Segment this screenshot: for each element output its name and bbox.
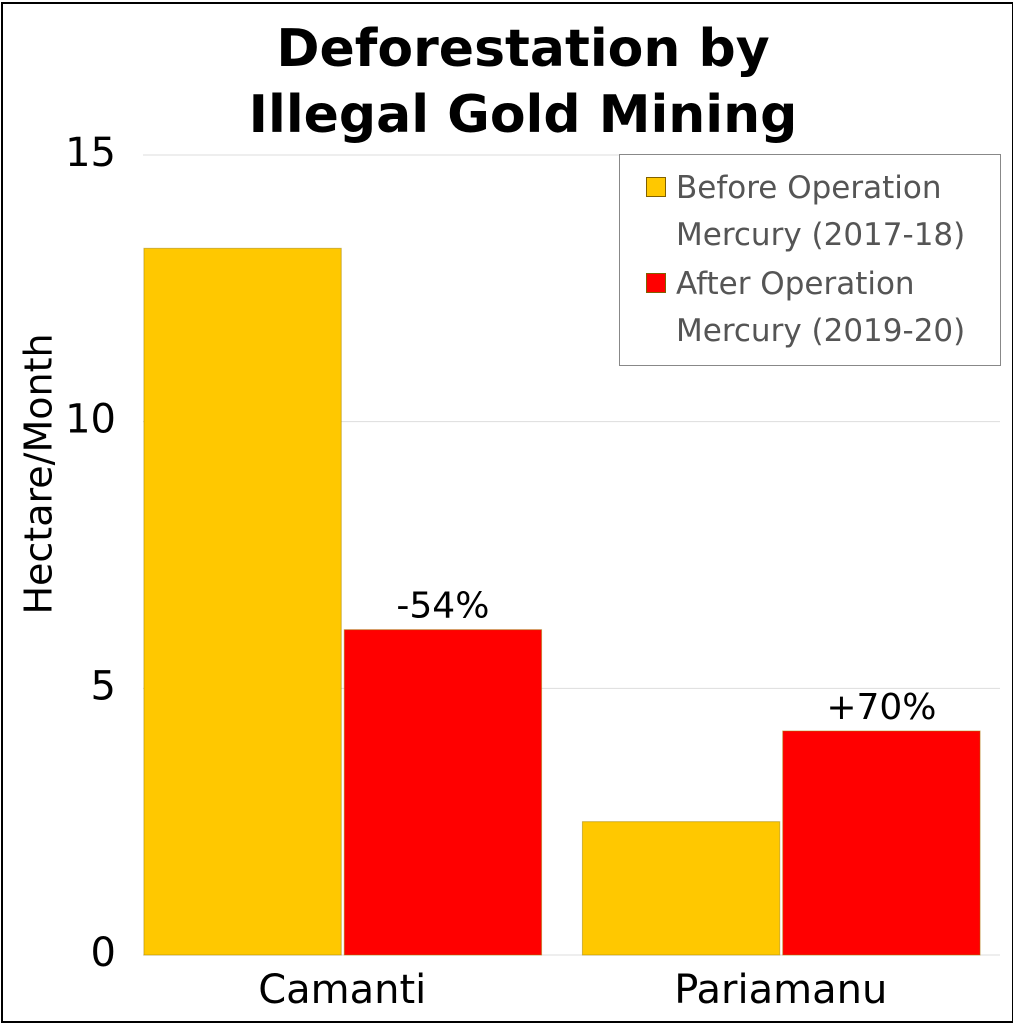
legend-entry: After Operation Mercury (2019-20) [630, 261, 990, 355]
y-tick-label: 0 [91, 930, 116, 976]
y-axis-label: Hectare/Month [17, 333, 61, 614]
legend-swatch [646, 177, 666, 197]
bar [143, 247, 342, 956]
x-tick-label: Camanti [258, 967, 426, 1013]
legend-swatch [646, 273, 666, 293]
x-tick-label: Pariamanu [674, 967, 887, 1013]
legend: Before Operation Mercury (2017-18) After … [619, 154, 1001, 366]
chart-title: Deforestation by Illegal Gold Mining [248, 19, 798, 145]
bar [782, 730, 981, 956]
annotation: -54% [396, 586, 489, 627]
y-tick-label: 15 [65, 130, 116, 176]
bar [343, 629, 543, 956]
legend-label: Before Operation Mercury (2017-18) [676, 170, 966, 253]
legend-label: After Operation Mercury (2019-20) [676, 266, 966, 349]
y-tick-label: 5 [91, 663, 116, 709]
y-tick-label: 10 [65, 397, 116, 443]
annotation: +70% [826, 687, 936, 728]
chart: Hectare/Month 0 5 10 15 Camanti -54% Pariamanu… [17, 130, 1000, 1013]
legend-entry: Before Operation Mercury (2017-18) [630, 165, 990, 259]
bar [581, 821, 781, 956]
